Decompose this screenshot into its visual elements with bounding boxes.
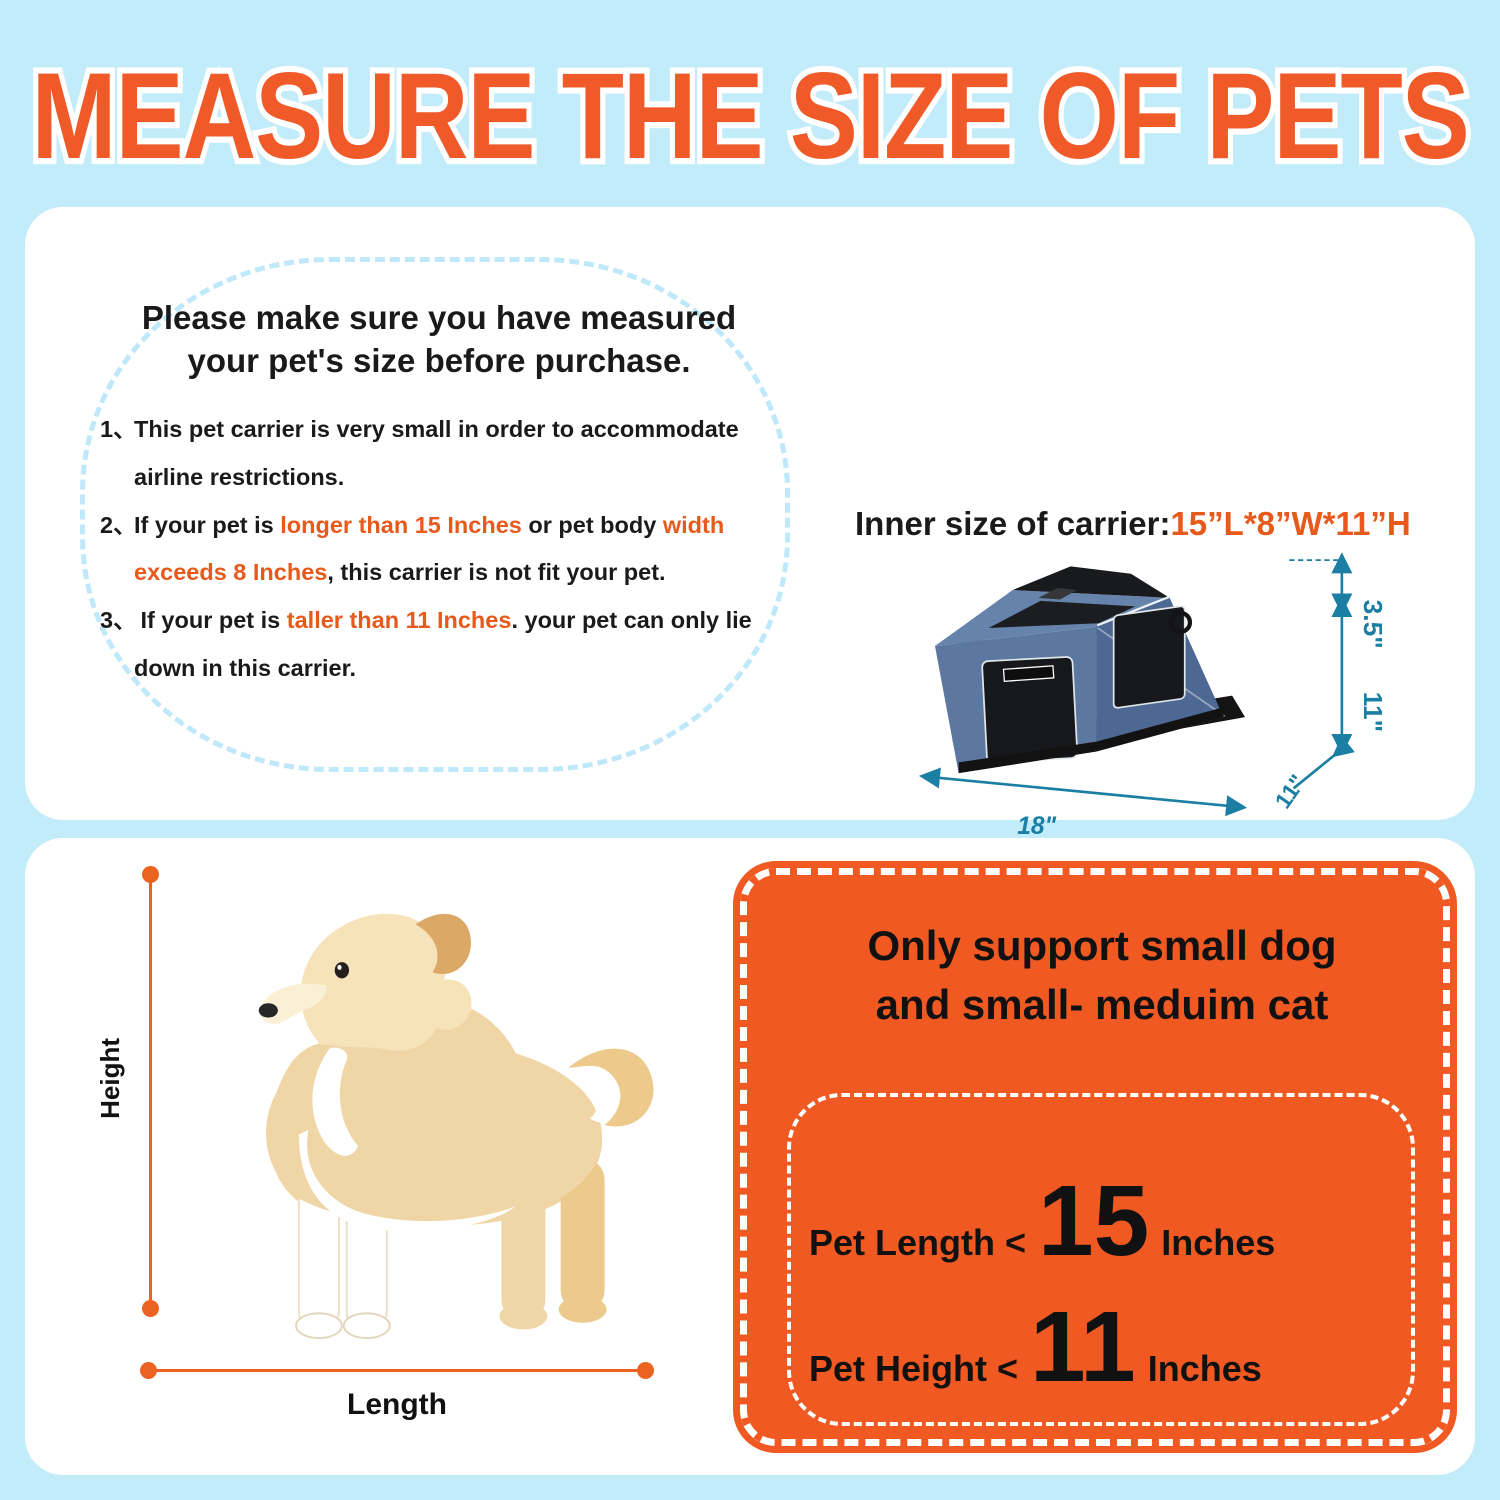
svg-text:11": 11": [1269, 770, 1310, 814]
svg-text:3.5": 3.5": [1358, 600, 1388, 649]
svg-text:18": 18": [1017, 813, 1056, 840]
svg-text:11": 11": [1358, 692, 1388, 732]
